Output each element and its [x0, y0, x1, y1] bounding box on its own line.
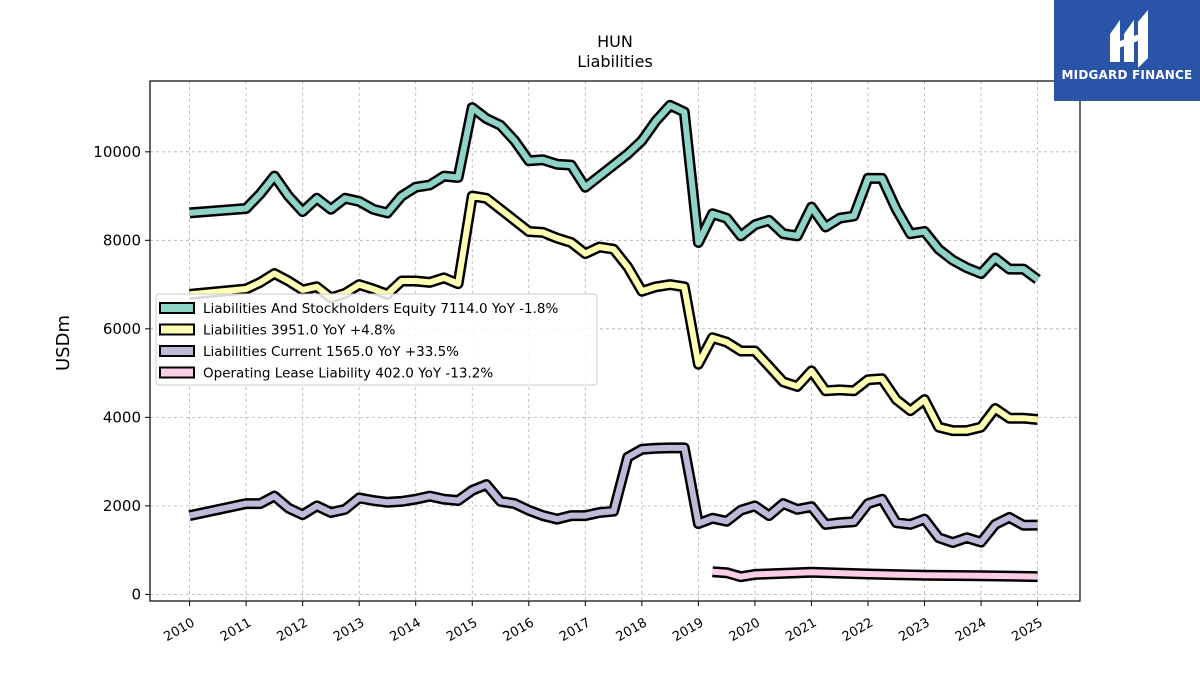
series-outline — [188, 442, 1038, 549]
y-tick-label: 4000 — [103, 408, 141, 426]
series-line — [188, 444, 1038, 546]
x-tick-label: 2019 — [670, 615, 706, 645]
x-tick-label: 2021 — [783, 615, 819, 645]
x-tick-label: 2015 — [444, 615, 480, 645]
x-tick-label: 2013 — [331, 615, 367, 645]
y-tick-label: 10000 — [93, 143, 141, 161]
x-tick-label: 2011 — [218, 615, 254, 645]
brand-name: MIDGARD FINANCE — [1061, 68, 1193, 82]
series-line — [189, 193, 1038, 434]
brand-mark-icon — [1110, 10, 1148, 68]
chart-title: HUN — [597, 32, 633, 51]
legend: Liabilities And Stockholders Equity 7114… — [155, 293, 598, 386]
y-axis: 0 2000 4000 6000 8000 10000 — [93, 143, 150, 603]
y-axis-label: USDm — [53, 315, 74, 371]
series-line — [189, 102, 1040, 282]
plot-frame — [149, 80, 1081, 602]
x-tick-label: 2010 — [161, 615, 197, 645]
x-tick-label: 2012 — [274, 615, 310, 645]
legend-swatch — [159, 366, 195, 379]
chart-subtitle: Liabilities — [577, 52, 653, 71]
x-tick-label: 2020 — [727, 615, 763, 645]
y-tick-label: 8000 — [103, 231, 141, 249]
legend-label: Operating Lease Liability 402.0 YoY -13.… — [203, 366, 493, 382]
x-tick-label: 2018 — [614, 615, 650, 645]
y-tick-label: 0 — [131, 585, 141, 603]
legend-label: Liabilities 3951.0 YoY +4.8% — [203, 323, 396, 339]
x-tick-label: 2023 — [896, 615, 932, 645]
legend-swatch — [159, 323, 195, 336]
legend-label: Liabilities Current 1565.0 YoY +33.5% — [203, 344, 459, 360]
x-tick-label: 2014 — [388, 615, 424, 645]
legend-swatch — [159, 345, 195, 357]
x-tick-label: 2022 — [840, 615, 876, 645]
y-tick-label: 6000 — [103, 320, 141, 338]
y-tick-label: 2000 — [103, 497, 141, 515]
legend-swatch — [159, 302, 195, 314]
x-tick-label: 2017 — [557, 615, 593, 645]
legend-label: Liabilities And Stockholders Equity 7114… — [203, 301, 558, 317]
series-line — [712, 568, 1038, 580]
x-axis: 2010 2011 2012 2013 2014 2015 2016 2017 2018 2019… — [161, 601, 1046, 645]
brand-logo: MIDGARD FINANCE — [1054, 0, 1200, 101]
x-tick-label: 2016 — [501, 615, 537, 645]
series-lines — [188, 99, 1041, 583]
legend-box — [155, 293, 598, 386]
x-tick-label: 2025 — [1009, 615, 1045, 645]
x-tick-label: 2024 — [953, 615, 989, 645]
